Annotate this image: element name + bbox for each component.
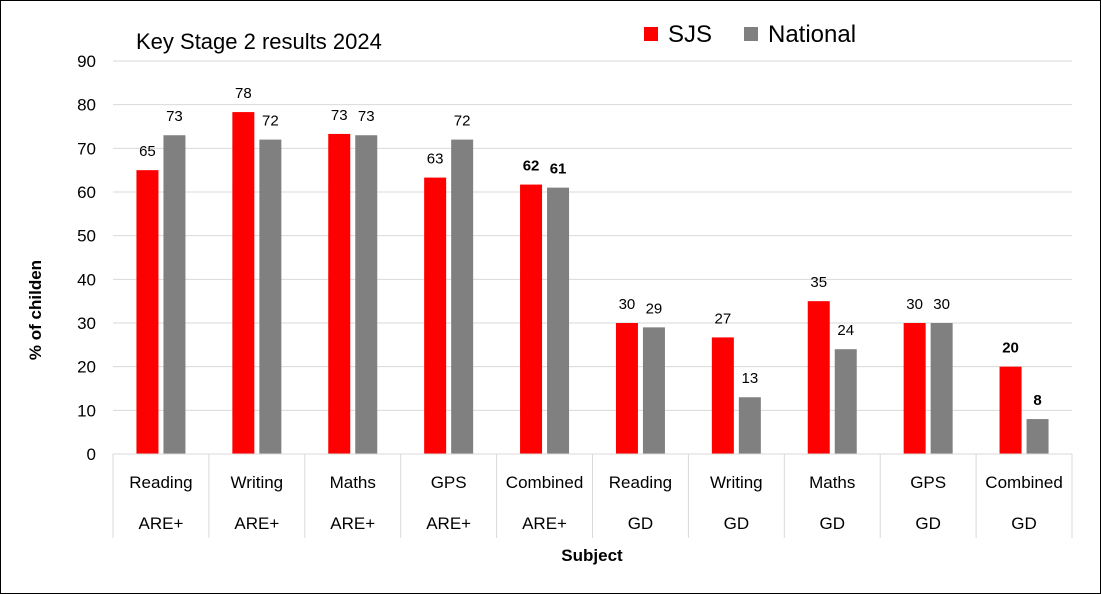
data-label: 13 [742,370,759,387]
x-tick-label: Reading [129,473,192,492]
data-label: 29 [646,300,663,317]
bar-national [547,187,570,454]
gridlines [113,60,1072,411]
y-tick-label: 90 [77,52,96,71]
data-label: 30 [933,296,950,313]
legend-label-national: National [768,21,856,48]
x-tick-label: Reading [609,473,672,492]
y-tick-label: 10 [77,401,96,420]
data-label: 8 [1033,392,1041,409]
data-label: 73 [331,107,348,124]
x-tick-sublabel: ARE+ [330,514,375,533]
data-label: 27 [715,310,732,327]
y-tick-label: 40 [77,270,96,289]
legend: SJS National [644,21,856,48]
data-label: 61 [550,161,567,178]
x-tick-label: GPS [910,473,946,492]
axes [112,453,1073,538]
x-tick-sublabel: ARE+ [234,514,279,533]
x-category-labels: Reading ARE+ Writing ARE+ Maths ARE+ GPS ARE+ Co… [129,473,1063,533]
data-label: 35 [810,274,827,291]
bar-sjs [903,323,926,454]
y-tick-label: 20 [77,358,96,377]
x-tick-sublabel: ARE+ [522,514,567,533]
bar-sjs [999,366,1022,454]
x-tick-label: Writing [710,473,763,492]
x-tick-label: Writing [231,473,284,492]
x-axis-title: Subject [561,546,623,565]
data-label: 65 [139,143,156,160]
y-tick-label: 30 [77,314,96,333]
bar-national [1026,419,1049,454]
y-tick-label: 0 [87,445,96,464]
data-label: 62 [523,158,540,175]
y-axis-title: % of childen [26,260,45,360]
legend-swatch-sjs [644,27,658,41]
y-tick-label: 70 [77,139,96,158]
x-tick-sublabel: GD [724,514,750,533]
x-tick-sublabel: ARE+ [139,514,184,533]
x-tick-label: Maths [330,473,376,492]
data-label: 73 [166,108,183,125]
x-tick-sublabel: GD [628,514,654,533]
data-label: 30 [906,296,923,313]
y-tick-label: 60 [77,183,96,202]
chart-title: Key Stage 2 results 2024 [136,29,382,54]
bar-national [738,397,761,454]
bar-sjs [711,337,734,454]
data-label: 72 [262,113,279,130]
bar-sjs [807,301,830,454]
data-label: 72 [454,113,471,130]
bar-national [259,139,282,454]
y-tick-label: 50 [77,227,96,246]
bar-sjs [232,112,255,454]
data-label: 78 [235,85,252,102]
x-tick-sublabel: GD [1011,514,1037,533]
legend-label-sjs: SJS [668,21,712,48]
bar-sjs [424,177,447,454]
x-tick-label: GPS [431,473,467,492]
data-label: 73 [358,108,375,125]
bar-national [834,349,857,454]
x-tick-sublabel: GD [915,514,941,533]
bar-national [355,135,378,454]
bar-national [642,327,665,454]
legend-swatch-national [744,27,758,41]
x-tick-sublabel: GD [820,514,846,533]
bar-sjs [615,323,638,454]
data-label: 63 [427,151,444,168]
data-label: 20 [1002,340,1019,357]
y-tick-label: 80 [77,96,96,115]
x-tick-sublabel: ARE+ [426,514,471,533]
bar-national [451,139,474,454]
x-tick-label: Combined [985,473,1063,492]
bar-sjs [136,170,159,454]
bar-sjs [328,133,351,454]
x-tick-label: Maths [809,473,855,492]
bar-national [930,323,953,454]
bars [136,112,1049,454]
bar-sjs [520,184,543,454]
data-label: 24 [837,322,854,339]
data-label: 30 [619,296,636,313]
y-tick-labels: 0 10 20 30 40 50 60 70 80 90 [77,52,96,464]
bar-national [163,135,186,454]
x-tick-label: Combined [506,473,584,492]
value-labels: 65 78 73 63 62 30 27 35 30 20 73 72 73 72 61 29 13 24 30 8 [139,85,1042,409]
